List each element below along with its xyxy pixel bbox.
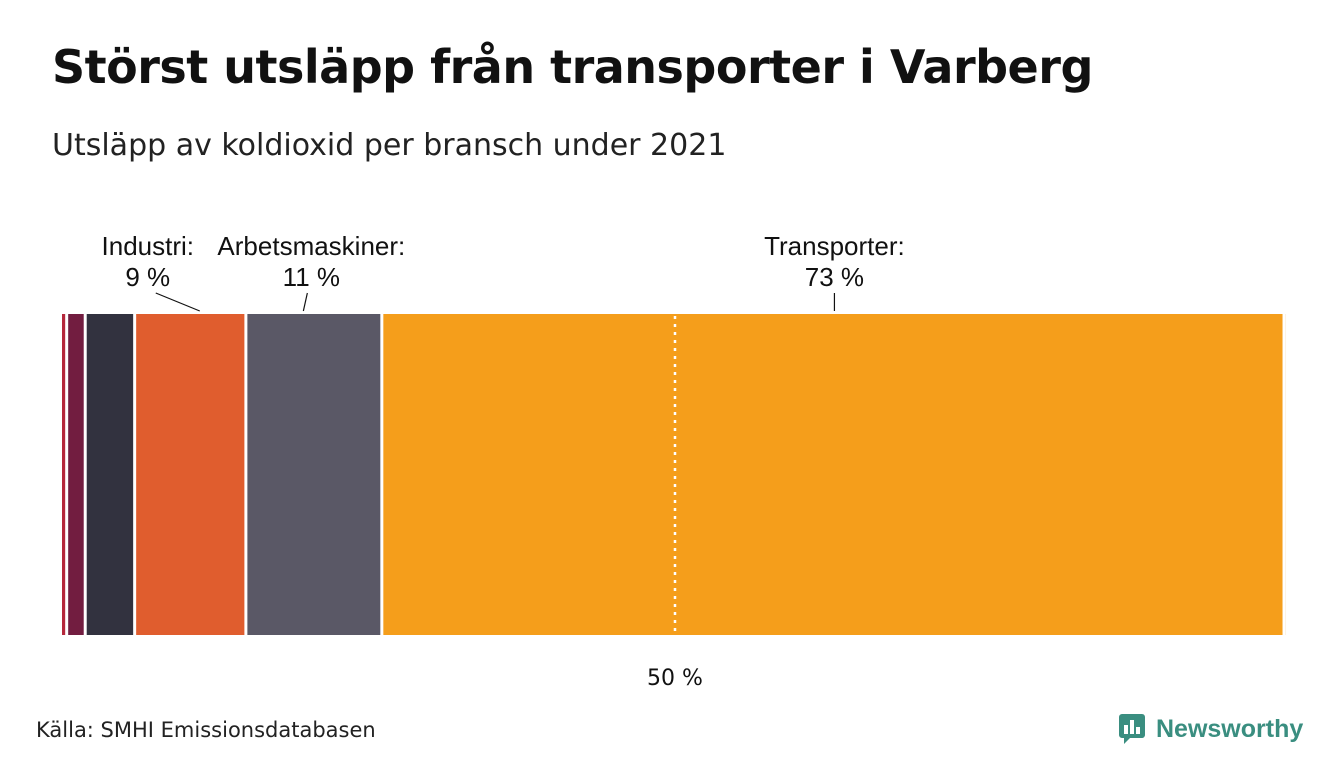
segment-value-label-4: 11 % [283, 262, 340, 292]
bar-segment-3 [136, 314, 245, 635]
bar-segment-0 [62, 314, 66, 635]
reference-line-label: 50 % [647, 666, 703, 691]
newsworthy-logo-icon [1119, 714, 1145, 744]
segment-value-label-5: 73 % [805, 262, 864, 292]
segment-value-label-3: 9 % [125, 262, 170, 292]
segment-label-4: Arbetsmaskiner: [217, 231, 405, 261]
chart-subtitle: Utsläpp av koldioxid per bransch under 2… [52, 128, 727, 163]
bar-segment-1 [68, 314, 84, 635]
bar-segment-4 [247, 314, 381, 635]
chart-title: Störst utsläpp från transporter i Varber… [52, 40, 1093, 94]
segment-leader-line-4 [302, 292, 308, 312]
brand: Newsworthy [1118, 712, 1303, 746]
segment-label-3: Industri: [102, 231, 195, 261]
segment-leader-line-3 [155, 292, 200, 312]
segment-label-5: Transporter: [764, 231, 905, 261]
source-note: Källa: SMHI Emissionsdatabasen [36, 718, 376, 742]
bar-segment-2 [86, 314, 134, 635]
stacked-bar-chart: Industri:9 % Arbetsmaskiner:11 % Transport… [62, 231, 1287, 691]
bar-segment-6 [1285, 314, 1287, 635]
brand-name: Newsworthy [1156, 714, 1304, 743]
bar-segment-5 [383, 314, 1283, 635]
